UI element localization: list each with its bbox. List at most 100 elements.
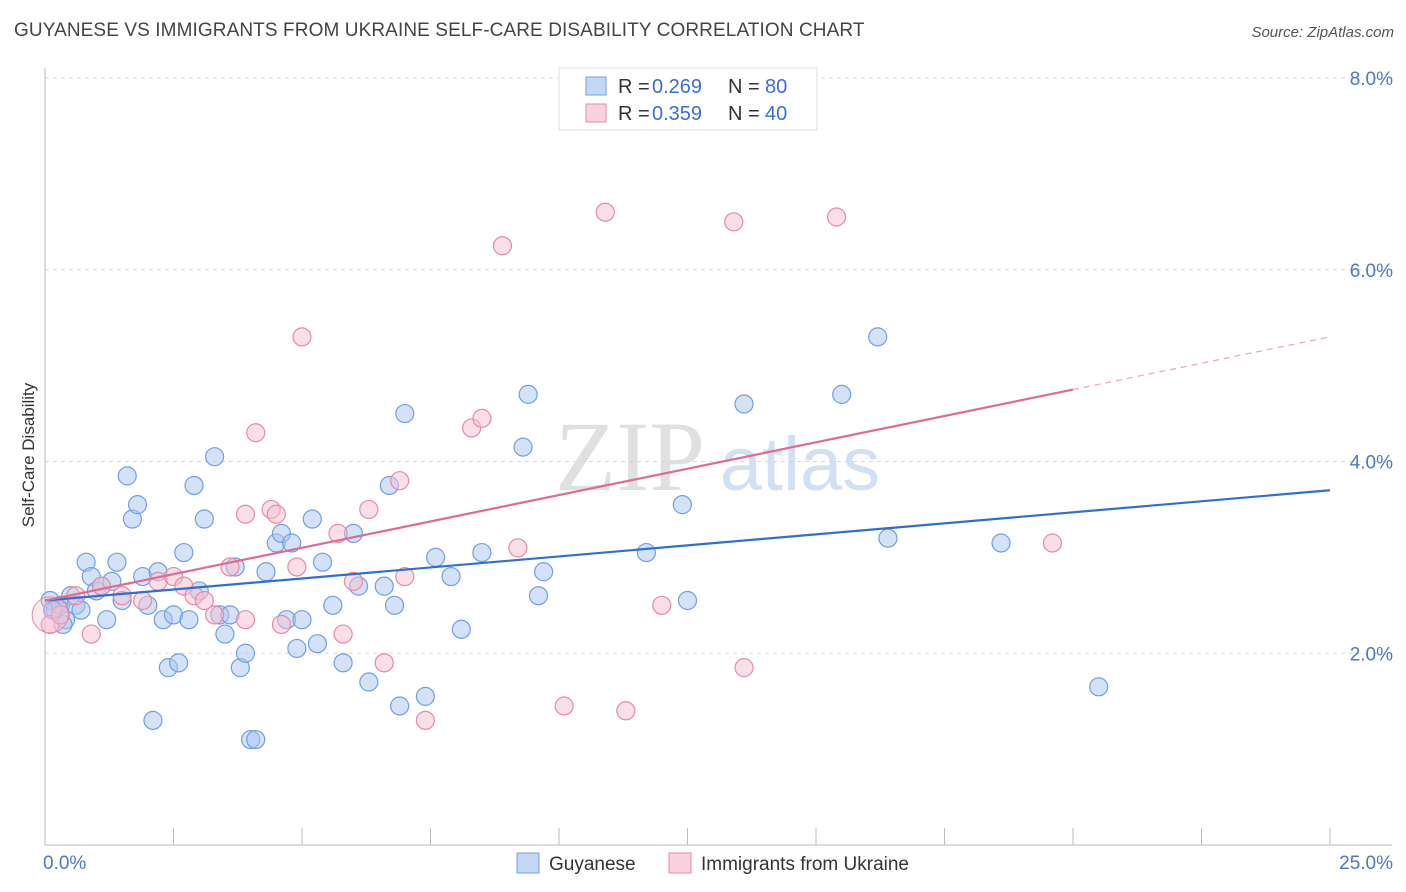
data-point	[616, 701, 636, 721]
chart-title: GUYANESE VS IMMIGRANTS FROM UKRAINE SELF…	[14, 20, 865, 41]
data-point	[333, 624, 353, 644]
data-point	[508, 538, 528, 558]
watermark-zip: ZIP	[555, 401, 705, 512]
data-point	[878, 528, 898, 548]
data-point	[205, 447, 225, 467]
data-point	[832, 384, 852, 404]
data-point	[513, 437, 533, 457]
watermark: ZIP atlas	[555, 401, 880, 512]
data-point	[215, 624, 235, 644]
data-point	[169, 653, 189, 673]
data-point	[652, 595, 672, 615]
trend-line-ukraine-extension	[1072, 336, 1331, 391]
data-point	[343, 571, 363, 591]
data-point	[333, 653, 353, 673]
data-point	[734, 394, 754, 414]
data-point	[112, 586, 132, 606]
data-point	[374, 576, 394, 596]
data-point	[194, 509, 214, 529]
tick-labels: 2.0% 4.0% 6.0% 8.0% 0.0% 25.0%	[43, 69, 1393, 874]
watermark-atlas: atlas	[720, 422, 881, 507]
y-tick-label: 6.0%	[1350, 261, 1393, 282]
legend-swatch-0	[585, 76, 607, 96]
data-point	[256, 562, 276, 582]
data-point	[595, 202, 615, 222]
data-point	[31, 596, 69, 634]
data-point	[143, 710, 163, 730]
legend-r-label: R =	[618, 76, 650, 98]
data-points	[31, 202, 1109, 750]
trend-line-guyanese	[44, 489, 1331, 602]
data-point	[91, 576, 112, 596]
legend-n-label: N =	[728, 76, 760, 98]
data-point	[235, 643, 256, 663]
data-point	[282, 533, 302, 553]
data-point	[492, 236, 513, 256]
data-point	[292, 327, 312, 347]
data-point	[174, 542, 194, 563]
legend-n-label: N =	[728, 103, 760, 125]
legend-r-value: 0.269	[652, 76, 702, 98]
legend-bottom-label-0: Guyanese	[549, 854, 636, 875]
data-point	[359, 499, 379, 520]
legend-top: R = 0.269 N = 80 R = 0.359 N = 40	[558, 67, 818, 131]
data-point	[677, 590, 698, 611]
data-point	[384, 595, 405, 615]
data-point	[415, 686, 435, 706]
data-point	[374, 653, 394, 673]
data-point	[235, 610, 256, 630]
legend-r-value: 0.359	[652, 103, 702, 125]
data-point	[533, 562, 554, 582]
data-point	[184, 475, 204, 496]
data-point	[868, 327, 888, 347]
data-point	[390, 471, 410, 491]
data-point	[307, 634, 328, 654]
data-point	[395, 403, 415, 424]
data-point	[472, 408, 492, 428]
series-guyanese-points	[40, 327, 1109, 750]
data-point	[81, 624, 101, 644]
data-point	[472, 542, 492, 563]
data-point	[1042, 533, 1063, 553]
data-point	[328, 523, 348, 544]
data-point	[451, 619, 471, 639]
y-tick-label: 2.0%	[1350, 644, 1393, 665]
legend-bottom-swatch-0	[516, 852, 540, 874]
legend-n-value: 40	[765, 103, 787, 125]
data-point	[117, 466, 137, 486]
legend-r-label: R =	[618, 103, 650, 125]
data-point	[179, 610, 199, 630]
data-point	[292, 610, 312, 630]
legend-swatch-1	[585, 103, 607, 123]
data-point	[441, 566, 461, 587]
trend-line-ukraine	[44, 388, 1074, 602]
y-axis-label: Self-Care Disability	[19, 382, 38, 527]
data-point	[287, 557, 307, 577]
data-point	[426, 547, 446, 567]
data-point	[194, 590, 214, 611]
data-point	[323, 595, 343, 615]
legend-bottom-label-1: Immigrants from Ukraine	[701, 854, 909, 875]
axes	[44, 68, 1392, 846]
data-point	[734, 658, 754, 678]
x-tick-label: 0.0%	[43, 853, 86, 874]
data-point	[395, 566, 415, 587]
data-point	[991, 533, 1011, 553]
data-point	[724, 212, 744, 232]
series-ukraine-points	[40, 202, 1063, 730]
trend-lines	[44, 336, 1331, 602]
x-tick-label: 25.0%	[1339, 853, 1393, 874]
y-tick-label: 4.0%	[1350, 453, 1393, 474]
chart-source: Source: ZipAtlas.com	[1251, 24, 1394, 41]
data-point	[554, 696, 574, 716]
data-point	[302, 509, 322, 529]
data-point	[50, 605, 71, 625]
data-point	[246, 729, 266, 750]
data-point	[205, 605, 225, 625]
data-point	[246, 423, 266, 443]
legend-n-value: 80	[765, 76, 787, 98]
data-point	[1089, 677, 1109, 697]
data-point	[235, 504, 256, 524]
data-point	[390, 696, 410, 716]
